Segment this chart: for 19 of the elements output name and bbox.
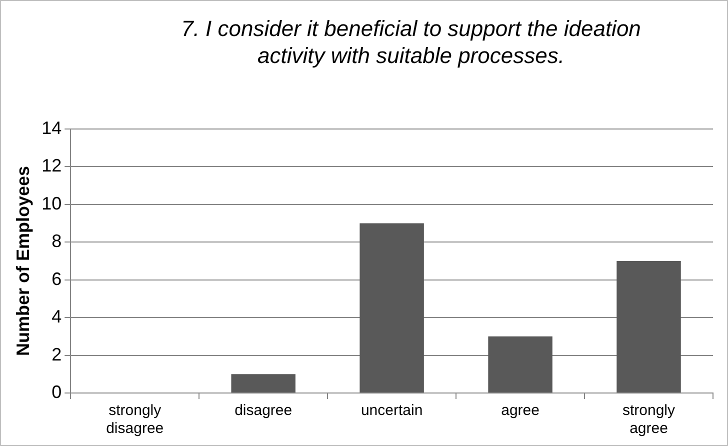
y-tick-label: 12 — [42, 156, 62, 176]
bar — [360, 223, 424, 392]
y-tick-label: 10 — [42, 193, 62, 214]
x-tick-label: uncertain — [360, 402, 423, 420]
chart-title: 7. I consider it beneficial to support the ideation activity with suitable processes. — [180, 15, 642, 69]
x-tick-label: disagree — [234, 402, 292, 420]
x-tick-label: strongly agree — [622, 402, 676, 438]
bar — [616, 261, 681, 392]
bar — [231, 374, 296, 392]
x-tick-label: agree — [501, 402, 540, 420]
y-tick-label: 0 — [52, 382, 62, 402]
y-tick-label: 4 — [52, 306, 62, 327]
y-tick-label: 6 — [52, 268, 62, 289]
y-tick-label: 14 — [42, 118, 62, 138]
y-axis-title: Number of Employees — [12, 166, 33, 356]
bar — [488, 336, 552, 392]
x-tick-label: strongly disagree — [106, 402, 164, 438]
y-tick-label: 8 — [52, 231, 62, 252]
y-tick-label: 2 — [52, 344, 62, 364]
